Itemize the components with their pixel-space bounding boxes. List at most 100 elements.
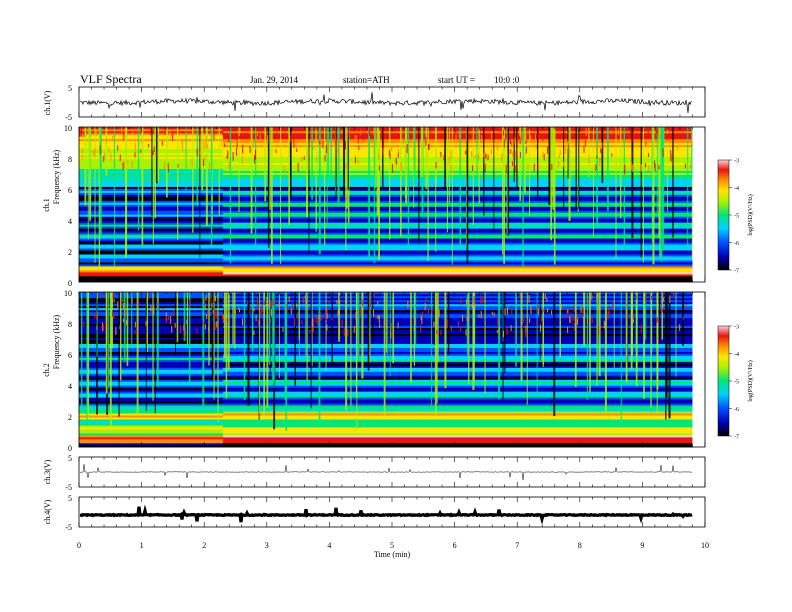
x-tick-labels: 0 1 2 3 4 5 6 7 8 9 10 (77, 541, 709, 550)
spectral-speckle (577, 318, 579, 325)
spectrogram-band (79, 260, 223, 263)
spectral-speckle (256, 138, 258, 143)
spectral-speckle (320, 314, 322, 321)
spectral-speckle (120, 127, 122, 134)
spectral-speckle (355, 135, 357, 139)
spectral-speckle (503, 330, 505, 338)
colorbar-label: log(PSD)(V²/Hz) (747, 194, 754, 235)
spectral-speckle (372, 309, 374, 318)
spectral-speckle (528, 294, 530, 303)
spectrogram-band (79, 226, 223, 229)
spectrogram-band (79, 405, 223, 408)
spectral-speckle (420, 314, 422, 320)
spectral-speckle (309, 329, 311, 334)
spectral-speckle (153, 146, 155, 152)
spectral-speckle (631, 153, 633, 158)
spectral-speckle (81, 148, 83, 154)
spectrogram-band (222, 274, 693, 277)
spectral-speckle (624, 165, 626, 175)
spectral-speckle (547, 146, 549, 154)
spectral-speckle (96, 311, 98, 320)
spectral-speckle (510, 149, 512, 154)
spectrogram-band (79, 134, 223, 138)
spectral-speckle (81, 155, 83, 161)
spectral-speckle (378, 315, 380, 320)
spectral-speckle (662, 293, 664, 298)
spectrogram-band (222, 371, 693, 374)
spectral-speckle (325, 144, 327, 154)
spectral-speckle (419, 158, 421, 163)
spectral-speckle (353, 325, 355, 333)
spectral-speckle (296, 148, 298, 153)
spectral-speckle (150, 129, 152, 135)
spectrogram-band (79, 172, 223, 175)
spectral-speckle (258, 306, 260, 311)
spectral-speckle (122, 298, 124, 302)
spectral-speckle (466, 316, 468, 321)
spectral-speckle (249, 145, 251, 153)
spectral-speckle (214, 295, 216, 302)
spectral-speckle (670, 149, 672, 155)
spectral-speckle (122, 162, 124, 170)
y-tick-label: 2 (68, 413, 72, 422)
spectrogram-band (79, 331, 223, 335)
spectral-speckle (273, 326, 275, 331)
spectrogram-band (222, 409, 693, 412)
spectrogram-band (222, 339, 693, 342)
spectrogram-band (79, 381, 223, 384)
spectrogram-band (79, 341, 223, 344)
spectral-speckle (468, 312, 470, 317)
spectral-speckle (331, 317, 333, 321)
spectral-speckle (191, 159, 193, 167)
x-tick-label: 1 (140, 541, 144, 550)
spectrogram-band (222, 127, 693, 130)
spectral-speckle (211, 302, 213, 308)
y-tick-label: -5 (65, 523, 72, 532)
spectral-speckle (320, 140, 322, 146)
spectrogram-band (222, 244, 693, 247)
panel-ch1-waveform: 5 -5 ch.1(V) (43, 84, 706, 122)
spectral-speckle (496, 330, 498, 334)
spectrogram-band (79, 142, 223, 146)
spectral-speckle (364, 132, 366, 140)
spectrogram-band (222, 280, 693, 283)
spectrogram-band (79, 292, 223, 295)
spectrogram-band (79, 443, 223, 446)
spectral-speckle (608, 305, 610, 315)
spectrogram-band (222, 132, 693, 136)
spectral-speckle (530, 305, 532, 311)
spectral-speckle (525, 133, 527, 139)
spectrogram-band (222, 252, 693, 255)
spectral-speckle (539, 324, 541, 332)
spectrogram-band (222, 210, 693, 213)
spectrogram-band (222, 389, 693, 392)
spectrogram-band (79, 439, 223, 442)
spectral-speckle (527, 163, 529, 170)
spectral-speckle (501, 153, 503, 162)
spectrogram-band (222, 228, 693, 231)
spectral-speckle (400, 162, 402, 169)
spectral-speckle (170, 315, 172, 324)
colorbar-tick-label: -7 (734, 269, 739, 275)
spectral-speckle (238, 306, 240, 311)
spectral-speckle (460, 326, 462, 332)
spectrogram-band (222, 128, 693, 132)
spectrogram-band (79, 136, 223, 140)
spectrogram-band (79, 154, 223, 158)
spectrogram-band (222, 166, 693, 170)
spectral-speckle (390, 330, 392, 339)
spectrogram-band (222, 427, 693, 430)
spectral-speckle (103, 156, 105, 162)
spectral-speckle (357, 159, 359, 164)
spectral-speckle (319, 140, 321, 145)
colorbar-tick-label: -5 (734, 380, 739, 386)
y-tick-label: -5 (65, 483, 72, 492)
colorbar-gradient (717, 159, 730, 271)
spectral-speckle (138, 298, 140, 308)
spectrogram-band (79, 329, 223, 333)
spectrogram-band (222, 411, 693, 414)
spectral-speckle (172, 310, 174, 316)
spectrogram-band (222, 315, 693, 319)
spectral-speckle (481, 134, 483, 144)
